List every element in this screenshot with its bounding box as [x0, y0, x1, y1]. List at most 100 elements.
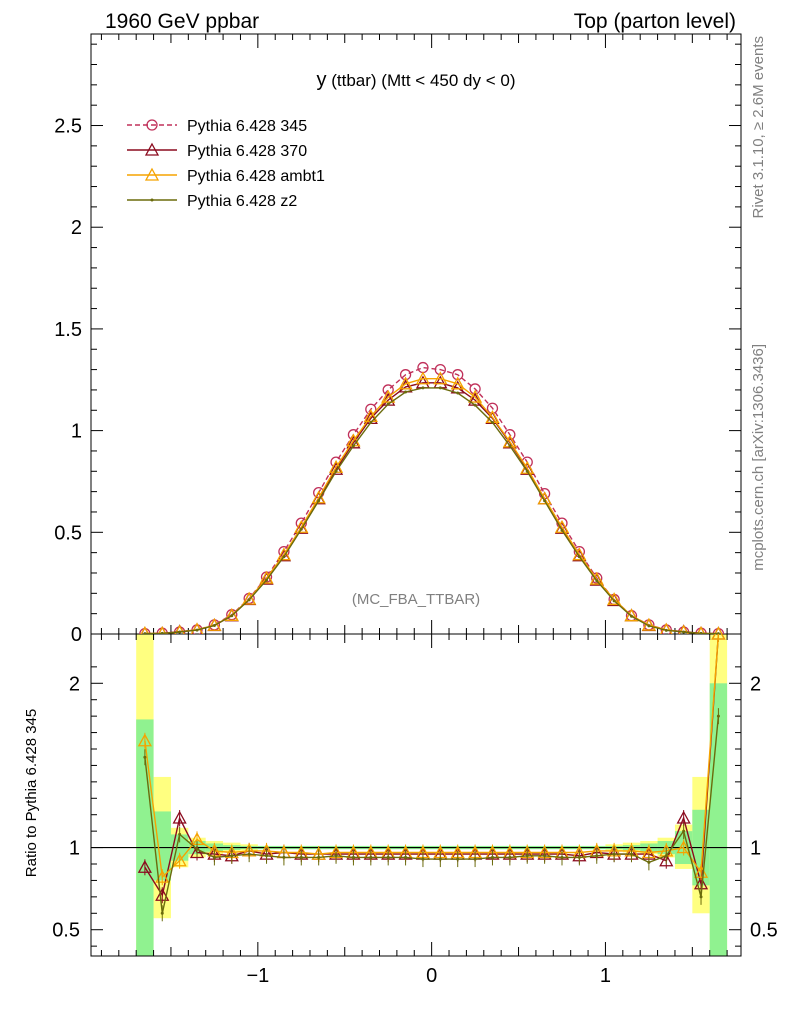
main-series-marker-3 [334, 469, 338, 473]
ratio-series-marker-1 [711, 634, 726, 640]
ratio-series-marker-2 [230, 854, 234, 858]
main-series-marker-3 [612, 599, 616, 603]
main-y-tick-label: 2 [71, 217, 82, 239]
main-series-marker-2 [554, 519, 570, 533]
main-y-tick-label: 1.5 [54, 319, 82, 341]
ratio-series-marker-2 [595, 854, 599, 858]
ratio-series-marker-2 [317, 855, 321, 859]
ratio-series-marker-1 [155, 869, 170, 883]
ratio-series-marker-2 [577, 855, 581, 859]
main-series-marker-3 [682, 630, 686, 634]
ratio-series-marker-1 [676, 840, 691, 854]
ratio-series-marker-2 [178, 832, 182, 836]
main-series-marker-3 [508, 444, 512, 448]
main-series-marker-3 [438, 386, 442, 390]
ratio-y-tick-label: 2 [69, 673, 80, 695]
ratio-uncertainty-bands [91, 634, 741, 956]
ratio-series-marker-1 [172, 853, 187, 867]
main-y-tick-label: 0.5 [54, 522, 82, 544]
main-y-tick-label-zero: 0 [71, 624, 82, 646]
main-series-marker-3 [543, 499, 547, 503]
ratio-series-marker-2 [630, 852, 634, 856]
plot-title: y (ttbar) (Mtt < 450 dy < 0) [317, 69, 516, 91]
main-series-marker-3 [456, 391, 460, 395]
main-series-marker-2 [224, 607, 239, 621]
legend-marker-2 [144, 167, 160, 181]
ratio-series-marker-2 [282, 855, 286, 859]
ratio-series-marker-2 [247, 852, 251, 856]
ratio-series-marker-2 [160, 911, 164, 915]
main-series-marker-2 [398, 376, 413, 390]
ratio-y-tick-label-right: 0.5 [750, 920, 778, 942]
ratio-series-line-1 [144, 634, 720, 879]
ratio-series-marker-2 [473, 857, 477, 861]
legend-marker-1 [144, 142, 160, 156]
ratio-y-tick-label: 1 [69, 838, 80, 860]
ratio-series-marker-2 [299, 855, 303, 859]
main-series-marker-2 [259, 570, 274, 584]
ratio-series-marker-0 [659, 853, 674, 867]
legend: Pythia 6.428 345 Pythia 6.428 370 Pythia 6… [127, 118, 325, 210]
ratio-series-group [137, 634, 726, 922]
ratio-series-marker-0 [137, 859, 152, 873]
main-series-marker-2 [294, 519, 309, 533]
ratio-series-marker-0 [676, 810, 691, 824]
ratio-x-tick-label: 0 [426, 965, 437, 987]
main-series-marker-3 [595, 579, 599, 583]
ratio-series-marker-2 [682, 829, 686, 833]
ratio-series-marker-2 [560, 855, 564, 859]
ratio-series-marker-2 [195, 847, 199, 851]
main-series-marker-2 [537, 491, 552, 505]
main-series-marker-2 [242, 591, 257, 605]
main-y-tick-label: 2.5 [54, 116, 82, 138]
header-right: Top (parton level) [574, 10, 736, 33]
ratio-series-marker-2 [456, 857, 460, 861]
main-series-marker-3 [317, 499, 321, 503]
main-series-marker-3 [265, 578, 269, 582]
ratio-series-marker-2 [438, 857, 442, 861]
legend-marker-3 [150, 198, 154, 202]
axis-tick-labels: 0.5 1 1.5 2 2.5 0 −1 0 1 0.5 0.5 1 1 2 2 [52, 116, 778, 987]
ratio-series-marker-0 [189, 845, 205, 859]
ratio-series-marker-0 [172, 810, 187, 824]
main-series-marker-0 [434, 363, 446, 376]
ratio-series-marker-0 [155, 887, 170, 901]
ratio-series-marker-2 [386, 855, 390, 859]
plot-title-variable: y [317, 69, 327, 91]
ratio-series-marker-2 [699, 895, 703, 899]
main-series-marker-2 [607, 592, 622, 606]
ratio-series-line-2 [144, 716, 720, 914]
ratio-series-marker-2 [369, 855, 373, 859]
main-series-marker-3 [351, 444, 355, 448]
main-series-marker-3 [647, 624, 651, 628]
main-series-marker-2 [207, 617, 222, 631]
main-series-marker-2 [589, 571, 604, 585]
main-series-marker-3 [160, 631, 164, 634]
ratio-plot-frame [90, 633, 742, 957]
ratio-series-marker-2 [525, 854, 529, 858]
main-series-marker-3 [577, 555, 581, 559]
legend-label-3: Pythia 6.428 z2 [187, 193, 297, 210]
ratio-series-marker-2 [212, 855, 216, 859]
main-series-marker-3 [716, 632, 720, 634]
ratio-y-tick-label: 0.5 [52, 920, 80, 942]
rivet-label: Rivet 3.1.10, ≥ 2.6M events [750, 36, 767, 219]
main-series-marker-3 [299, 527, 303, 531]
ratio-series-marker-1 [137, 733, 152, 747]
main-series-marker-3 [195, 628, 199, 632]
mcplots-label: mcplots.cern.ch [arXiv:1306.3436] [750, 344, 767, 571]
main-series-marker-2 [415, 371, 431, 385]
main-series-marker-2 [624, 608, 639, 622]
main-series-marker-2 [276, 547, 292, 561]
main-series-marker-2 [467, 389, 483, 403]
plot-title-rest: (ttbar) (Mtt < 450 dy < 0) [327, 71, 516, 90]
ratio-series-marker-2 [265, 854, 269, 858]
main-series-marker-1 [328, 461, 344, 475]
main-series-marker-3 [247, 598, 251, 602]
main-series-marker-3 [178, 630, 182, 634]
ratio-series-marker-2 [647, 860, 651, 864]
ratio-series-marker-2 [421, 857, 425, 861]
header-left: 1960 GeV ppbar [105, 10, 259, 33]
analysis-watermark: (MC_FBA_TTBAR) [352, 591, 480, 608]
